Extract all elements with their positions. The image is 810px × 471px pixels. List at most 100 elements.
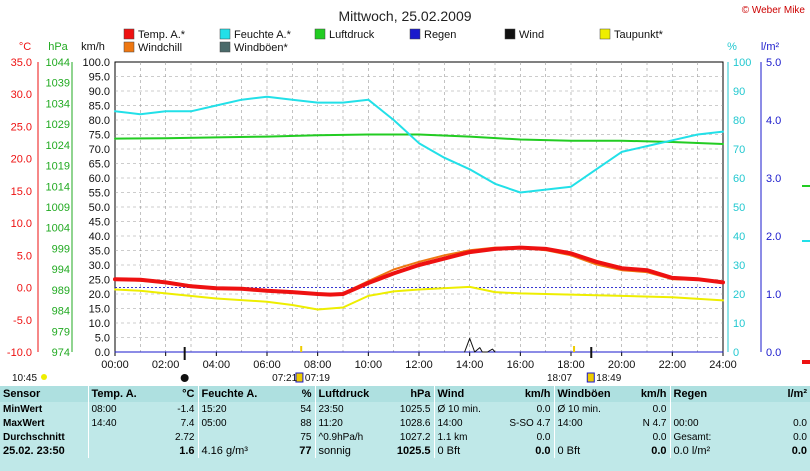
table-cell: S-SO 4.7: [509, 417, 551, 429]
table-cell: 1027.2: [399, 431, 431, 443]
temp-tick-label: 10.0: [11, 218, 32, 230]
table-cell: 0 Bft: [433, 444, 492, 458]
table-cell: 14:00: [433, 416, 492, 430]
wind-tick-label: 0.0: [95, 347, 110, 359]
wind-tick-label: 30.0: [89, 260, 110, 272]
legend-label: Windchill: [138, 42, 182, 54]
table-cell: -1.4: [177, 403, 195, 415]
series-line: [114, 285, 724, 311]
humidity-axis-label: %: [727, 41, 737, 53]
time-tick-label: 00:00: [101, 359, 129, 371]
table-cell: 11:20: [314, 416, 375, 430]
wind-tick-label: 5.0: [95, 333, 110, 345]
wind-tick-label: 65.0: [89, 159, 110, 171]
table-cell: 1.1 km: [433, 430, 492, 444]
table-cell: Ø 10 min.: [553, 402, 612, 416]
table-cell: 23:50: [314, 402, 375, 416]
humidity-tick-label: 50: [733, 202, 745, 214]
rain-tick-label: 2.0: [766, 231, 781, 243]
wind-tick-label: 25.0: [89, 275, 110, 287]
time-tick-label: 16:00: [507, 359, 535, 371]
temp-tick-label: 15.0: [11, 186, 32, 198]
legend-swatch: [599, 28, 611, 40]
table-cell: ^0.9hPa/h: [314, 430, 375, 444]
series-line: [114, 95, 724, 194]
wind-tick-label: 40.0: [89, 231, 110, 243]
table-cell: hPa: [375, 386, 434, 402]
table-cell: 0.0: [793, 417, 807, 429]
table-cell: 15:20: [197, 402, 260, 416]
series-line: [113, 245, 725, 297]
legend-swatch: [504, 28, 516, 40]
legend-label: Regen: [424, 29, 456, 41]
pressure-tick-label: 1039: [46, 78, 70, 90]
legend-label: Taupunkt*: [614, 29, 664, 41]
humidity-tick-label: 40: [733, 231, 745, 243]
wind-tick-label: 55.0: [89, 188, 110, 200]
table-cell: 77: [299, 445, 312, 457]
wind-tick-label: 85.0: [89, 101, 110, 113]
time-tick-label: 24:00: [709, 359, 737, 371]
wind-tick-label: 75.0: [89, 130, 110, 142]
humidity-tick-label: 90: [733, 86, 745, 98]
table-cell: MaxWert: [3, 417, 45, 429]
rain-axis-label: l/m²: [761, 41, 780, 53]
table-cell: [730, 402, 810, 416]
sunset-label: 18:07: [547, 373, 572, 384]
rain-tick-label: 4.0: [766, 115, 781, 127]
sun-icon: [41, 374, 47, 380]
wind-tick-label: 15.0: [89, 304, 110, 316]
table-cell: Luftdruck: [314, 386, 375, 402]
table-cell: 0.0: [536, 403, 551, 415]
day-length-label: 10:45: [12, 373, 37, 384]
temp-tick-label: 30.0: [11, 89, 32, 101]
table-cell: Wind: [433, 386, 492, 402]
table-cell: 0.0: [652, 403, 667, 415]
table-cell: 1028.6: [399, 417, 431, 429]
table-row: MinWert 08:00 -1.4 15:20 54 23:50 1025.5 Ø 10 m…: [0, 402, 810, 416]
table-cell: N 4.7: [642, 417, 667, 429]
table-cell: °C: [146, 386, 198, 402]
temp-tick-label: 0.0: [17, 283, 32, 295]
legend-swatch: [123, 28, 135, 40]
time-tick-label: 10:00: [355, 359, 383, 371]
rain-tick-label: 1.0: [766, 289, 781, 301]
table-cell: 54: [300, 403, 312, 415]
table-cell: 00:00: [669, 416, 730, 430]
table-row: MaxWert 14:40 7.4 05:00 88 11:20 1028.6 14:00 S-…: [0, 416, 810, 430]
table-cell: Windböen: [553, 386, 612, 402]
time-tick-label: 04:00: [203, 359, 231, 371]
temp-tick-label: 25.0: [11, 121, 32, 133]
table-cell: 88: [300, 417, 312, 429]
pressure-tick-label: 979: [52, 326, 70, 338]
wind-axis-label: km/h: [81, 41, 105, 53]
table-cell: 2.72: [175, 431, 195, 443]
pressure-tick-label: 999: [52, 243, 70, 255]
wind-tick-label: 45.0: [89, 217, 110, 229]
chart-title: Mittwoch, 25.02.2009: [338, 8, 471, 24]
table-cell: Sensor: [0, 386, 88, 402]
rain-tick-label: 0.0: [766, 347, 781, 359]
pressure-tick-label: 1034: [46, 98, 70, 110]
wind-tick-label: 90.0: [89, 86, 110, 98]
rain-tick-label: 3.0: [766, 173, 781, 185]
temp-tick-label: 35.0: [11, 57, 32, 69]
pressure-tick-label: 1009: [46, 202, 70, 214]
pressure-tick-label: 989: [52, 285, 70, 297]
humidity-tick-label: 10: [733, 318, 745, 330]
table-cell: Feuchte A.: [197, 386, 260, 402]
time-tick-label: 18:00: [557, 359, 585, 371]
temp-tick-label: -5.0: [13, 315, 32, 327]
table-cell: km/h: [612, 386, 670, 402]
table-cell: 0.0: [791, 445, 807, 457]
table-cell: 0 Bft: [553, 444, 612, 458]
table-cell: MinWert: [3, 403, 43, 415]
pressure-tick-label: 974: [52, 347, 70, 359]
legend-label: Luftdruck: [329, 29, 375, 41]
table-header-row: Sensor Temp. A. °C Feuchte A.% Luftdruck hPa W…: [0, 386, 810, 402]
weather-chart: Mittwoch, 25.02.2009 © Weber Mike Temp. …: [7, 5, 810, 384]
humidity-tick-label: 80: [733, 115, 745, 127]
table-cell: 08:00: [87, 402, 146, 416]
pressure-tick-label: 1044: [46, 57, 70, 69]
table-cell: 14:40: [87, 416, 146, 430]
